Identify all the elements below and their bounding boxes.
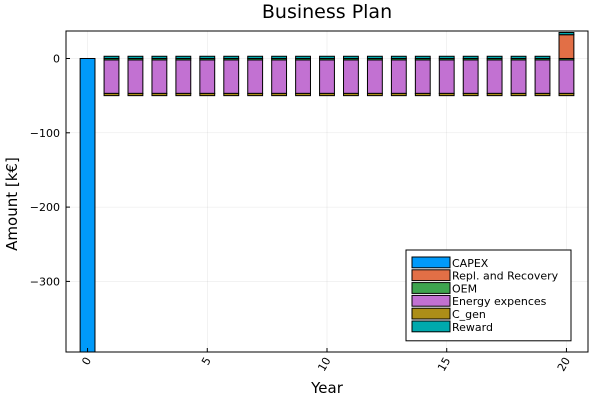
x-axis-label: Year [310, 379, 344, 397]
legend-swatch [411, 282, 451, 294]
bar-segment [271, 92, 288, 97]
bar-segment [462, 59, 479, 94]
bar-segment [223, 55, 240, 59]
bar-segment [486, 55, 503, 59]
legend-label: Repl. and Recovery [452, 270, 559, 283]
legend-swatch [411, 256, 451, 269]
bar-segment [175, 55, 192, 59]
bar-segment [390, 59, 407, 94]
bar-segment [462, 55, 479, 59]
bar-segment [295, 92, 311, 97]
bar-segment [271, 59, 288, 94]
bar-segment [510, 92, 527, 97]
bar-segment [558, 34, 575, 59]
bar-segment [199, 92, 216, 97]
legend-label: Energy expences [452, 295, 547, 308]
bar-segment [438, 92, 455, 97]
x-tick-label: 20 [555, 355, 573, 374]
bar-segment [510, 59, 527, 94]
x-tick-label: 5 [199, 355, 214, 368]
bar-segment [127, 55, 144, 59]
bar-segment [175, 92, 192, 97]
legend-label: C_gen [452, 308, 486, 321]
bar-segment [79, 57, 96, 353]
bar-segment [414, 59, 431, 94]
x-tick-label: 15 [435, 355, 453, 374]
bar-segment [319, 55, 335, 59]
bar-segment [343, 55, 359, 59]
legend-swatch [411, 294, 451, 307]
bar-segment [127, 92, 144, 97]
legend-label: CAPEX [452, 257, 489, 270]
bar-segment [319, 59, 335, 94]
bar-segment [223, 59, 240, 94]
y-tick-label: −100 [30, 127, 60, 140]
chart-title: Business Plan [262, 1, 392, 23]
bar-segment [510, 55, 527, 59]
y-axis-label: Amount [k€] [3, 157, 21, 251]
legend-swatch [411, 269, 451, 282]
bar-segment [319, 92, 335, 97]
bar-segment [558, 31, 575, 36]
bar-segment [462, 92, 479, 97]
bar-segment [151, 59, 168, 94]
bar-segment [366, 55, 383, 59]
bar-segment [199, 59, 216, 94]
bar-segment [534, 55, 551, 59]
bar-segment [271, 55, 288, 59]
legend-swatch [411, 320, 451, 333]
bar-segment [343, 59, 359, 94]
bar-segment [247, 55, 264, 59]
bar-segment [127, 59, 144, 94]
bar-segment [343, 92, 359, 97]
y-tick-label: −300 [30, 275, 60, 288]
legend-label: Reward [452, 321, 493, 334]
bar-segment [295, 59, 311, 94]
bar-segment [103, 59, 120, 94]
bar-segment [534, 59, 551, 94]
bar-segment [366, 59, 383, 94]
bar-segment [151, 92, 168, 97]
y-tick-label: −200 [30, 201, 60, 214]
bar-segment [438, 59, 455, 94]
bar-segment [223, 92, 240, 97]
bar-segment [247, 59, 264, 94]
bar-segment [414, 55, 431, 59]
bars [79, 31, 575, 353]
bar-segment [390, 55, 407, 59]
ticks: 0 5 10 15 20 0 −100 −200 −300 [30, 52, 573, 373]
legend-swatch [411, 307, 451, 320]
x-tick-label: 0 [79, 355, 94, 368]
bar-segment [103, 92, 120, 97]
bar-segment [558, 92, 575, 97]
bar-segment [486, 59, 503, 94]
bar-segment [486, 92, 503, 97]
bar-segment [558, 59, 575, 94]
bar-segment [534, 92, 551, 97]
bar-segment [151, 55, 168, 59]
bar-segment [103, 55, 120, 59]
bar-segment [175, 59, 192, 94]
bar-segment [199, 55, 216, 59]
bar-segment [414, 92, 431, 97]
bar-segment [247, 92, 264, 97]
bar-segment [366, 92, 383, 97]
x-tick-label: 10 [315, 355, 333, 374]
bar-segment [438, 55, 455, 59]
bar-segment [390, 92, 407, 97]
bar-segment [295, 55, 311, 59]
y-tick-label: 0 [53, 52, 60, 65]
legend-label: OEM [452, 282, 477, 295]
